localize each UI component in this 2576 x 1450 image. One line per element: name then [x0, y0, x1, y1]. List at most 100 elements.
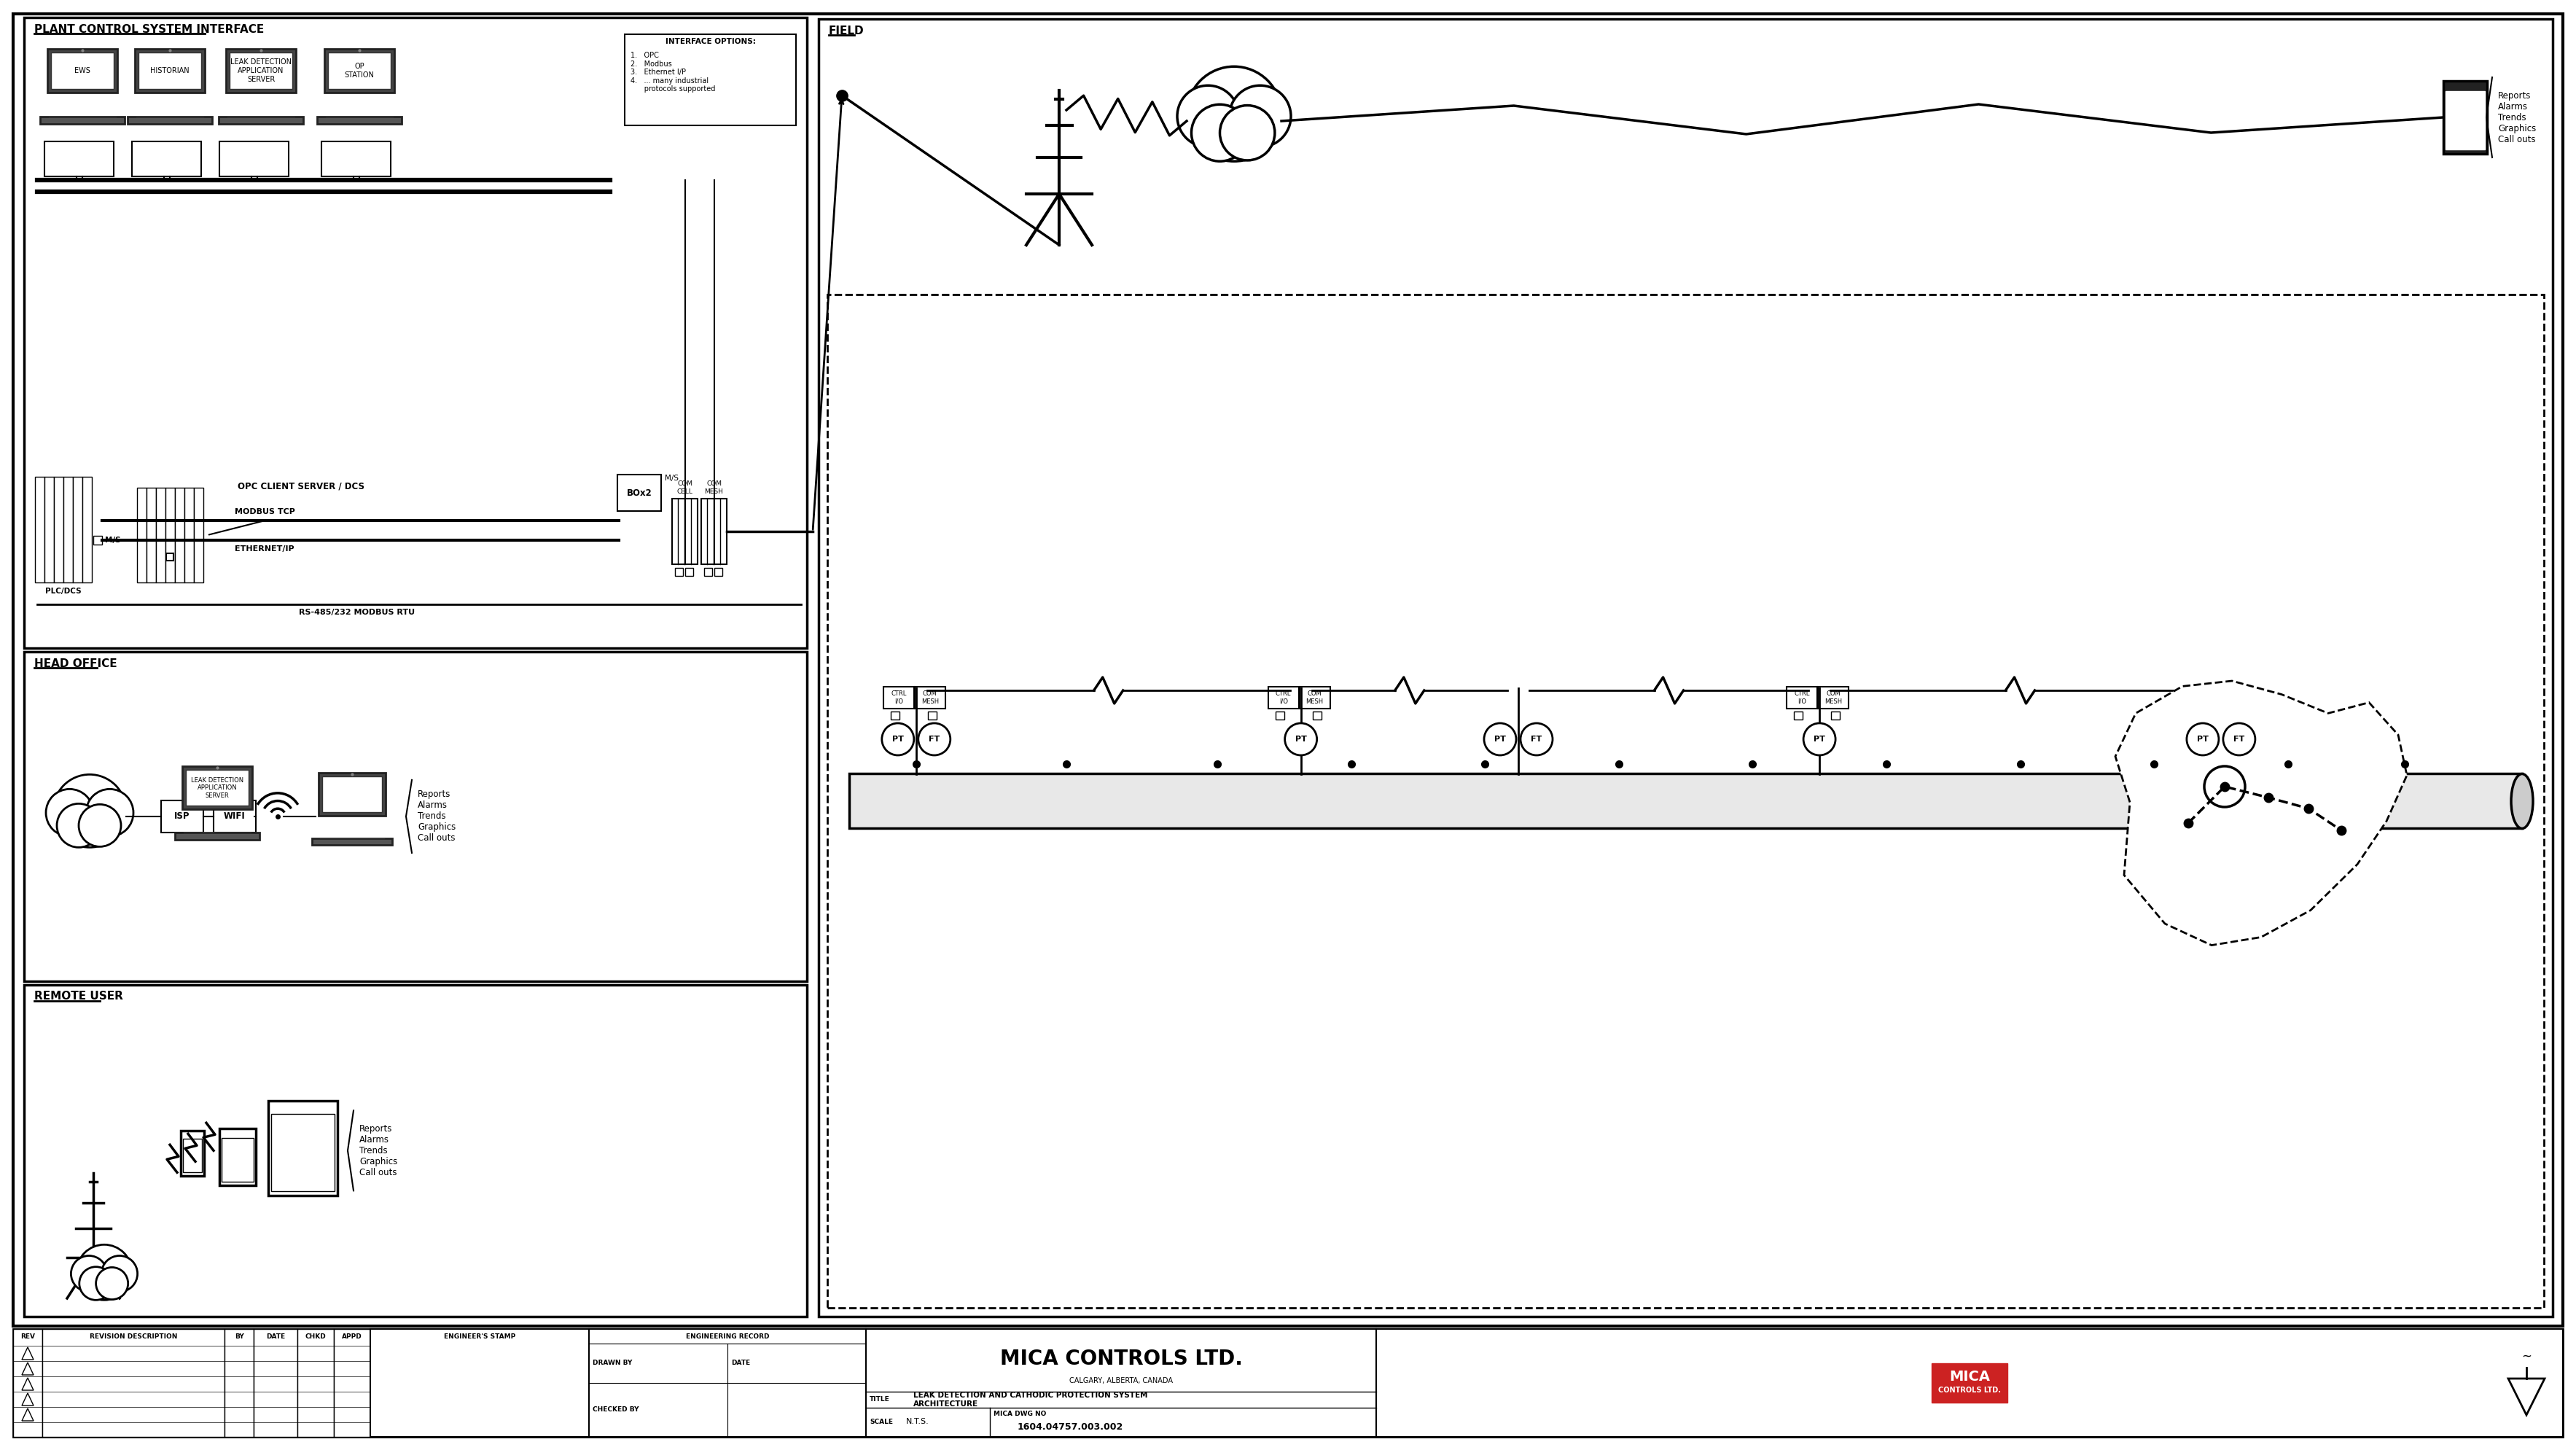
Bar — [1793, 712, 1803, 719]
Bar — [325, 48, 394, 93]
Bar — [23, 985, 806, 1317]
Bar — [1819, 687, 1850, 709]
Bar — [41, 117, 124, 123]
Circle shape — [1520, 724, 1553, 755]
Bar — [891, 712, 899, 719]
Bar — [41, 1330, 224, 1437]
Bar — [165, 487, 175, 583]
Circle shape — [881, 724, 914, 755]
Text: FIELD: FIELD — [829, 25, 863, 36]
Bar — [1788, 687, 1816, 709]
Circle shape — [46, 789, 93, 837]
Bar — [44, 477, 54, 583]
Text: EWS: EWS — [75, 67, 90, 74]
Bar — [137, 487, 147, 583]
Bar — [52, 52, 113, 90]
Bar — [175, 832, 260, 840]
Text: CTRL
I/O: CTRL I/O — [1793, 690, 1811, 705]
Bar — [714, 568, 721, 576]
Bar — [193, 487, 204, 583]
Circle shape — [1193, 104, 1249, 161]
Text: SCALE: SCALE — [871, 1418, 894, 1425]
Bar — [46, 48, 118, 93]
Text: PT: PT — [2197, 735, 2208, 742]
Text: CTRL
I/O: CTRL I/O — [891, 690, 907, 705]
Text: CHECKED BY: CHECKED BY — [592, 1406, 639, 1414]
Text: N.T.S.: N.T.S. — [907, 1418, 930, 1425]
Bar — [23, 652, 806, 982]
Text: DATE: DATE — [732, 1360, 750, 1366]
Text: COM
CELL: COM CELL — [677, 481, 693, 494]
Bar — [312, 838, 392, 845]
Text: LEAK DETECTION
APPLICATION
SERVER: LEAK DETECTION APPLICATION SERVER — [229, 58, 291, 83]
Bar — [134, 48, 206, 93]
Bar — [183, 766, 252, 809]
Bar — [268, 1101, 337, 1196]
Bar — [224, 1330, 252, 1437]
Bar — [914, 687, 945, 709]
Text: DATE: DATE — [265, 1334, 286, 1340]
Text: BOx2: BOx2 — [626, 489, 652, 497]
Bar — [1376, 1330, 2563, 1437]
Text: TITLE: TITLE — [871, 1396, 889, 1402]
Bar — [270, 1114, 335, 1192]
Bar — [13, 1330, 41, 1437]
Bar — [214, 800, 255, 832]
Text: CONTROLS LTD.: CONTROLS LTD. — [1937, 1386, 2002, 1393]
Circle shape — [72, 1256, 108, 1292]
Bar — [672, 499, 698, 564]
Circle shape — [80, 805, 121, 847]
Circle shape — [917, 724, 951, 755]
Bar — [219, 117, 304, 123]
Text: APPD: APPD — [343, 1334, 363, 1340]
Text: COM
MESH: COM MESH — [1824, 690, 1842, 705]
Text: MODBUS TCP: MODBUS TCP — [234, 509, 294, 516]
Text: MICA CONTROLS LTD.: MICA CONTROLS LTD. — [999, 1348, 1242, 1369]
Circle shape — [1803, 724, 1837, 755]
Bar — [322, 777, 381, 812]
Bar — [371, 1330, 590, 1437]
Text: DRAWN BY: DRAWN BY — [592, 1360, 631, 1366]
Text: ~: ~ — [2522, 1350, 2532, 1363]
Text: FT: FT — [1530, 735, 1543, 742]
Circle shape — [1285, 724, 1316, 755]
Text: PT: PT — [1494, 735, 1507, 742]
Bar — [319, 773, 386, 815]
Bar — [13, 1330, 2563, 1437]
Text: REMOTE USER: REMOTE USER — [33, 990, 124, 1002]
Circle shape — [1188, 67, 1280, 161]
Bar — [296, 1330, 335, 1437]
Bar — [72, 477, 82, 583]
Text: FT: FT — [2233, 735, 2244, 742]
Bar — [219, 142, 289, 177]
Text: CALGARY, ALBERTA, CANADA: CALGARY, ALBERTA, CANADA — [1069, 1378, 1172, 1385]
Text: ENGINEERING RECORD: ENGINEERING RECORD — [685, 1334, 770, 1340]
Text: M/S: M/S — [106, 536, 121, 544]
Bar — [327, 52, 392, 90]
Text: Reports
Alarms
Trends
Graphics
Call outs: Reports Alarms Trends Graphics Call outs — [2499, 91, 2537, 144]
Circle shape — [1484, 724, 1517, 755]
Text: CHKD: CHKD — [304, 1334, 327, 1340]
Bar — [64, 477, 72, 583]
Text: ETHERNET/IP: ETHERNET/IP — [234, 545, 294, 552]
Bar — [1267, 687, 1298, 709]
Text: PT: PT — [1814, 735, 1826, 742]
Bar — [819, 19, 2553, 1317]
Bar — [23, 17, 806, 648]
Text: REV: REV — [21, 1334, 36, 1340]
Text: 1.   OPC
2.   Modbus
3.   Ethernet I/P
4.   ... many industrial
      protocols : 1. OPC 2. Modbus 3. Ethernet I/P 4. ... … — [631, 52, 716, 93]
Bar — [157, 487, 165, 583]
Bar — [229, 52, 291, 90]
Text: HEAD OFFICE: HEAD OFFICE — [33, 658, 116, 668]
Bar — [1275, 712, 1283, 719]
Text: COM
MESH: COM MESH — [706, 481, 724, 494]
Bar — [322, 142, 392, 177]
Circle shape — [77, 1244, 131, 1301]
Circle shape — [1177, 86, 1239, 146]
Bar — [162, 800, 204, 832]
Bar — [1314, 712, 1321, 719]
Bar — [36, 477, 44, 583]
Bar — [185, 487, 193, 583]
Text: COM
MESH: COM MESH — [922, 690, 938, 705]
Circle shape — [80, 1267, 113, 1301]
